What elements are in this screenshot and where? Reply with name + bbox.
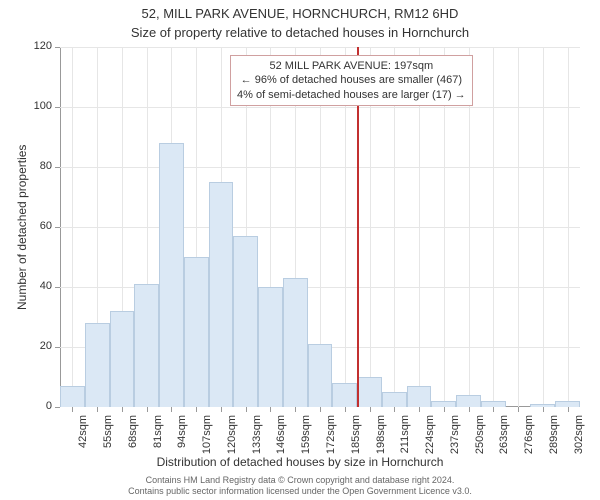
- x-tick-label: 185sqm: [350, 415, 362, 455]
- histogram-bar: [60, 386, 85, 407]
- x-tick-label: 211sqm: [399, 415, 411, 455]
- x-tick-label: 133sqm: [251, 415, 263, 455]
- grid-line: [543, 47, 544, 407]
- x-tick-label: 159sqm: [300, 415, 312, 455]
- histogram-bar: [110, 311, 135, 407]
- histogram-bar: [258, 287, 283, 407]
- chart-title: 52, MILL PARK AVENUE, HORNCHURCH, RM12 6…: [0, 6, 600, 21]
- x-tick-label: 302sqm: [573, 415, 585, 455]
- histogram-bar: [407, 386, 432, 407]
- x-tick: [345, 407, 346, 412]
- histogram-bar: [456, 395, 481, 407]
- x-tick: [270, 407, 271, 412]
- y-tick-label: 60: [22, 220, 52, 232]
- x-tick: [444, 407, 445, 412]
- grid-line: [493, 47, 494, 407]
- y-tick: [55, 347, 60, 348]
- x-tick: [394, 407, 395, 412]
- x-tick-label: 289sqm: [548, 415, 560, 455]
- x-tick: [246, 407, 247, 412]
- histogram-bar: [233, 236, 258, 407]
- x-tick: [72, 407, 73, 412]
- x-axis-label: Distribution of detached houses by size …: [0, 455, 600, 469]
- histogram-bar: [283, 278, 308, 407]
- histogram-bar: [85, 323, 110, 407]
- x-tick: [221, 407, 222, 412]
- y-tick-label: 0: [22, 400, 52, 412]
- y-tick: [55, 227, 60, 228]
- footer-attribution: Contains HM Land Registry data © Crown c…: [0, 475, 600, 497]
- annotation-line: ← 96% of detached houses are smaller (46…: [237, 73, 466, 87]
- x-tick-label: 172sqm: [325, 415, 337, 455]
- x-tick: [370, 407, 371, 412]
- y-tick: [55, 167, 60, 168]
- x-tick-label: 120sqm: [226, 415, 238, 455]
- y-tick: [55, 407, 60, 408]
- x-tick: [469, 407, 470, 412]
- footer-line: Contains HM Land Registry data © Crown c…: [0, 475, 600, 486]
- x-tick: [295, 407, 296, 412]
- y-tick: [55, 47, 60, 48]
- x-tick-label: 276sqm: [523, 415, 535, 455]
- annotation-box: 52 MILL PARK AVENUE: 197sqm ← 96% of det…: [230, 55, 473, 106]
- histogram-bar: [308, 344, 333, 407]
- chart-container: 52, MILL PARK AVENUE, HORNCHURCH, RM12 6…: [0, 0, 600, 500]
- y-tick-label: 120: [22, 40, 52, 52]
- x-tick: [568, 407, 569, 412]
- x-tick: [147, 407, 148, 412]
- x-tick-label: 263sqm: [498, 415, 510, 455]
- histogram-bar: [332, 383, 357, 407]
- x-tick-label: 250sqm: [474, 415, 486, 455]
- x-tick-label: 224sqm: [424, 415, 436, 455]
- x-tick: [97, 407, 98, 412]
- chart-subtitle: Size of property relative to detached ho…: [0, 25, 600, 40]
- y-tick-label: 80: [22, 160, 52, 172]
- x-tick: [320, 407, 321, 412]
- y-tick-label: 20: [22, 340, 52, 352]
- x-tick-label: 42sqm: [77, 415, 89, 455]
- x-tick: [171, 407, 172, 412]
- y-tick-label: 40: [22, 280, 52, 292]
- x-tick: [122, 407, 123, 412]
- x-tick-label: 94sqm: [176, 415, 188, 455]
- x-tick-label: 198sqm: [375, 415, 387, 455]
- x-tick: [196, 407, 197, 412]
- annotation-line: 52 MILL PARK AVENUE: 197sqm: [237, 59, 466, 73]
- x-tick: [543, 407, 544, 412]
- grid-line: [568, 47, 569, 407]
- x-tick-label: 146sqm: [275, 415, 287, 455]
- x-tick: [419, 407, 420, 412]
- x-tick-label: 55sqm: [102, 415, 114, 455]
- x-tick: [518, 407, 519, 412]
- x-tick-label: 81sqm: [152, 415, 164, 455]
- y-tick: [55, 107, 60, 108]
- footer-line: Contains public sector information licen…: [0, 486, 600, 497]
- histogram-bar: [209, 182, 234, 407]
- histogram-bar: [134, 284, 159, 407]
- x-tick: [493, 407, 494, 412]
- histogram-bar: [357, 377, 382, 407]
- x-tick-label: 107sqm: [201, 415, 213, 455]
- histogram-bar: [159, 143, 184, 407]
- histogram-bar: [184, 257, 209, 407]
- y-tick-label: 100: [22, 100, 52, 112]
- grid-line: [518, 47, 519, 407]
- x-tick-label: 68sqm: [127, 415, 139, 455]
- annotation-line: 4% of semi-detached houses are larger (1…: [237, 88, 466, 102]
- x-tick-label: 237sqm: [449, 415, 461, 455]
- grid-line: [72, 47, 73, 407]
- histogram-bar: [382, 392, 407, 407]
- y-tick: [55, 287, 60, 288]
